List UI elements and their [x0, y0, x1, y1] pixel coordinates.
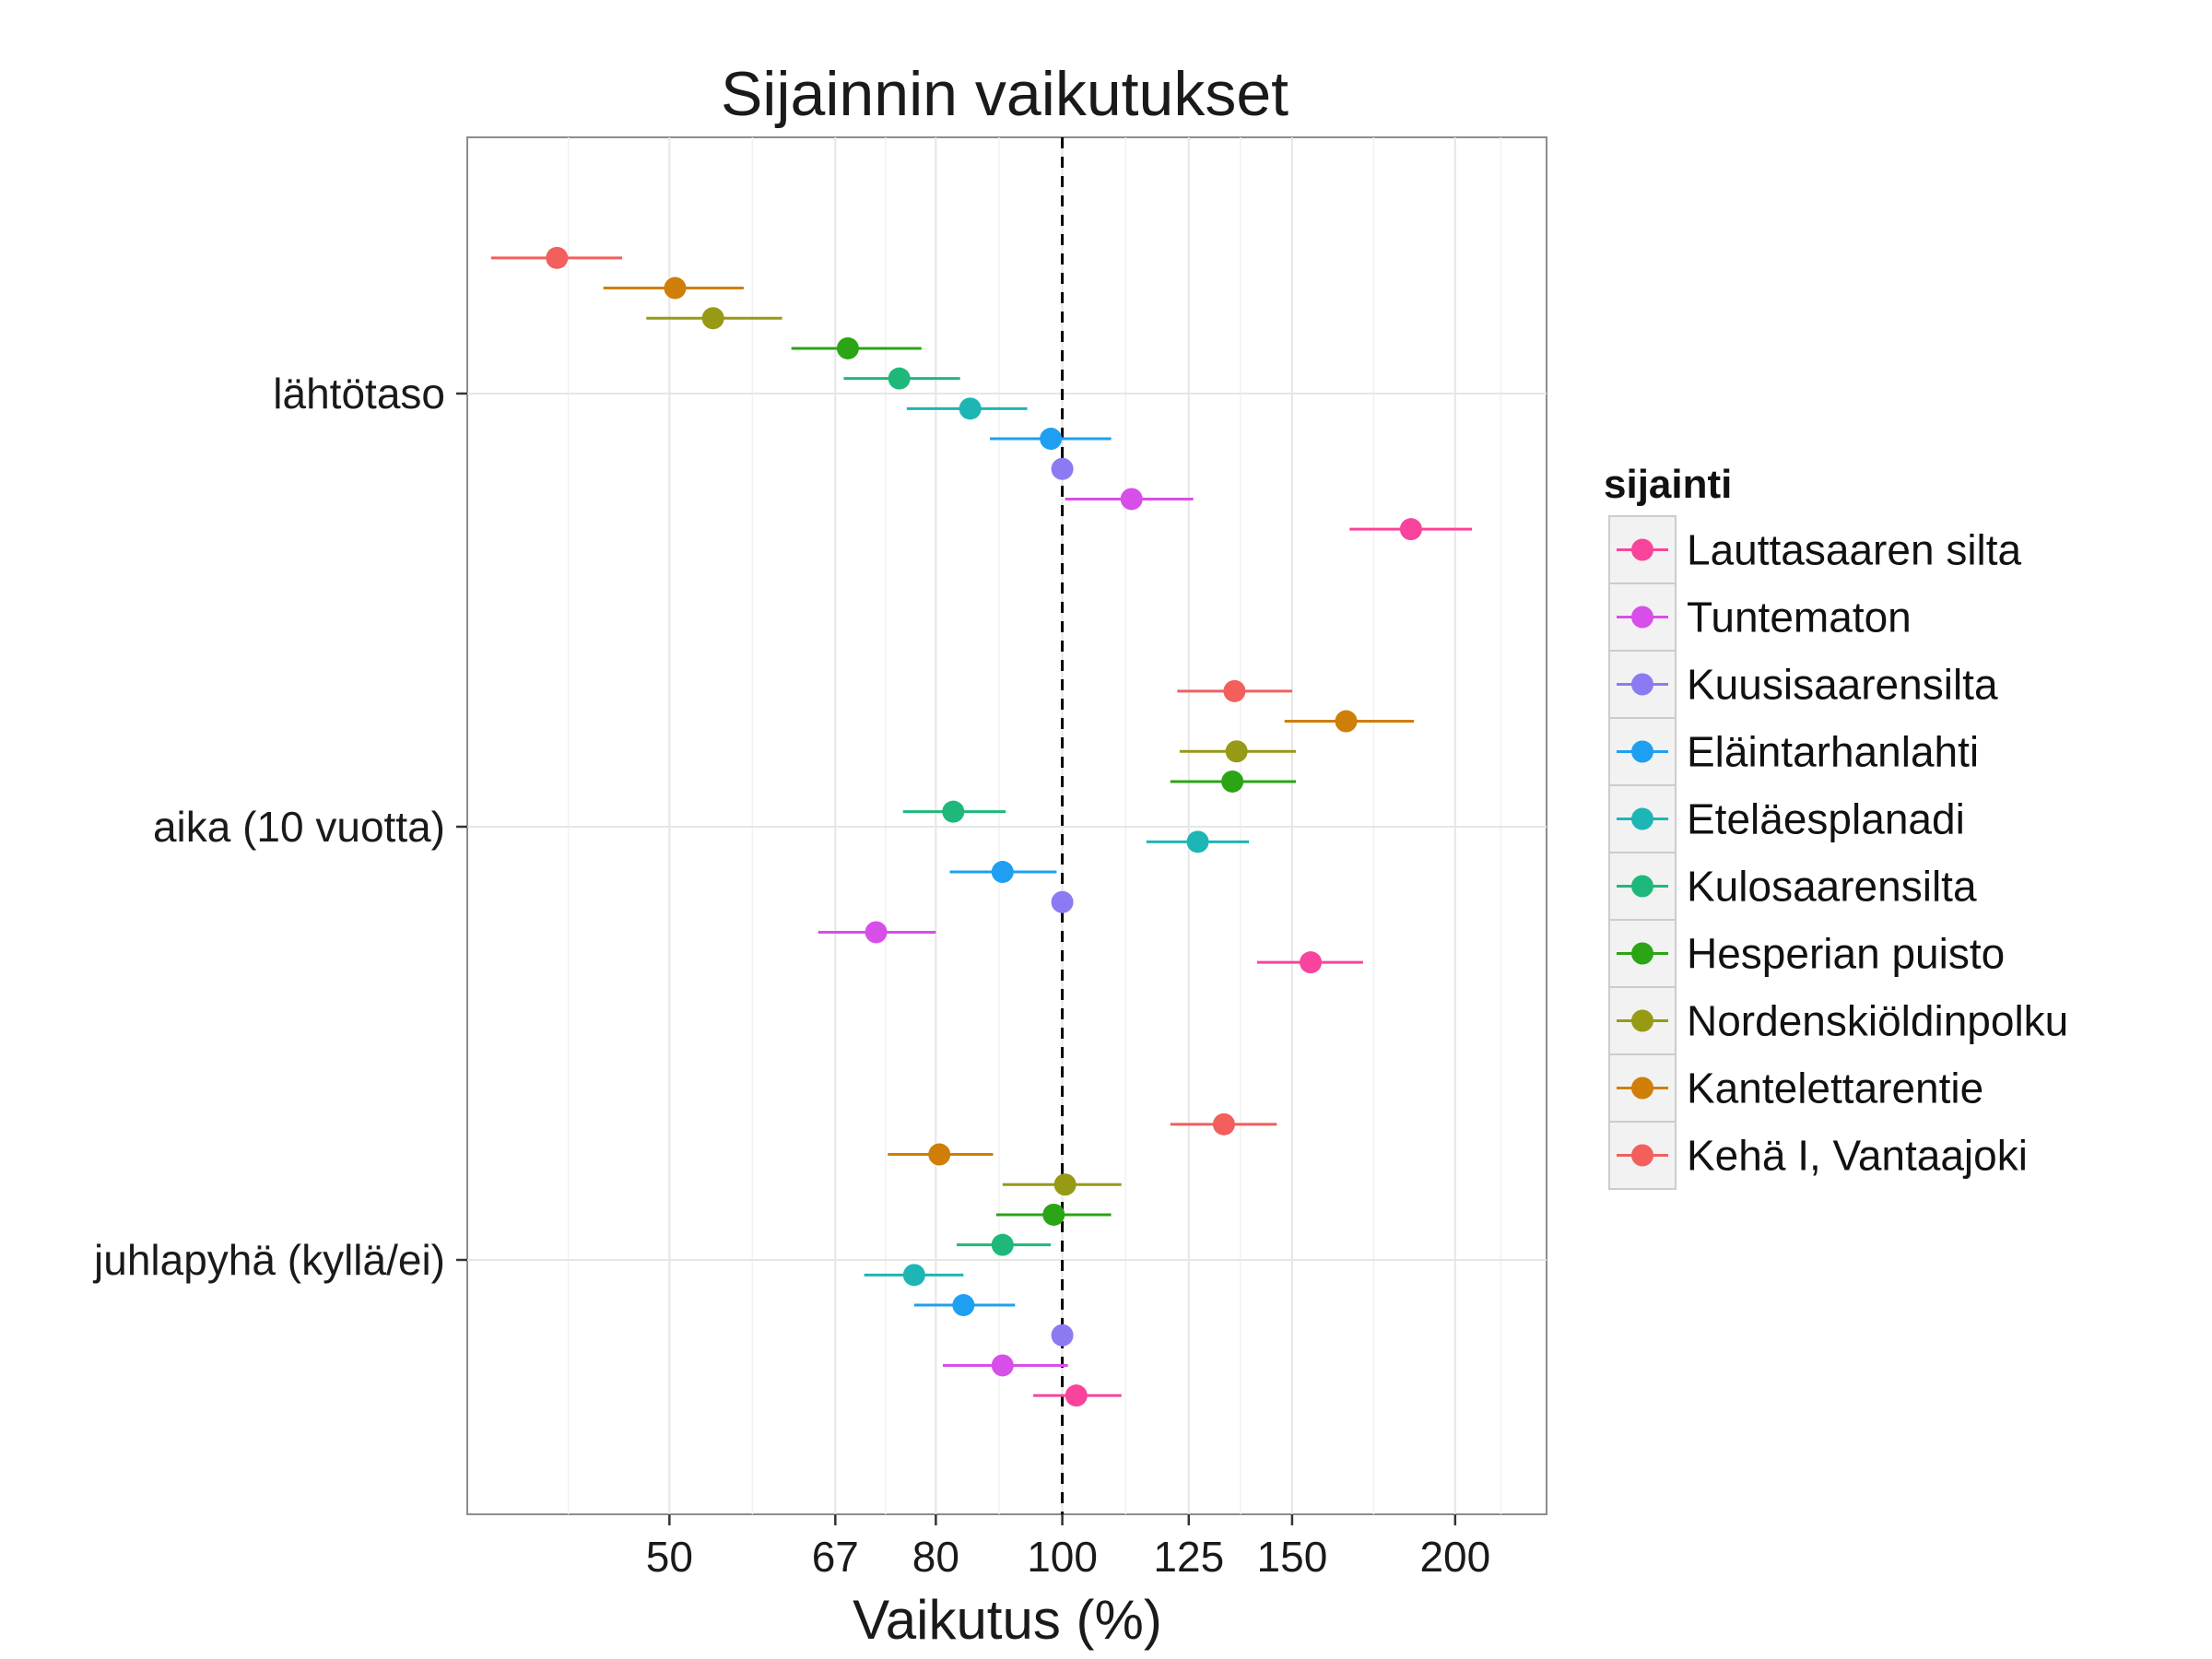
x-tick-label: 50 — [646, 1533, 693, 1581]
legend-label: Eläintarhanlahti — [1687, 728, 1979, 776]
data-point — [701, 307, 724, 330]
chart-title: Sijainnin vaikutukset — [721, 59, 1288, 129]
legend-item: Eläintarhanlahti — [1608, 717, 1979, 786]
legend-key-point — [1631, 606, 1653, 629]
x-tick-label: 200 — [1419, 1533, 1490, 1581]
legend-item: Lauttasaaren silta — [1608, 515, 2022, 584]
data-point — [1120, 488, 1143, 511]
legend-label: Tuntematon — [1687, 594, 1912, 641]
series-2 — [1051, 457, 1074, 1347]
data-point — [1051, 890, 1074, 913]
x-tick-label: 100 — [1027, 1533, 1098, 1581]
legend-key-point — [1631, 942, 1653, 965]
data-point — [1300, 951, 1323, 974]
series-8 — [603, 276, 1415, 1166]
x-axis-label: Vaikutus (%) — [853, 1589, 1162, 1651]
data-point — [1399, 518, 1422, 541]
data-point — [888, 367, 911, 390]
legend-item: Kulosaarensilta — [1608, 852, 1977, 921]
legend-item: Kuusisaarensilta — [1608, 650, 1998, 719]
data-point — [928, 1143, 951, 1166]
legend: sijainti Lauttasaaren silta Tuntematon Kuu… — [1604, 462, 2068, 1190]
data-point — [959, 397, 982, 420]
data-point — [991, 861, 1014, 884]
legend-label: Kantelettarentie — [1687, 1065, 1983, 1112]
data-point — [836, 336, 859, 359]
y-axis: lähtötaso aika (10 vuotta) juhlapyhä (kyll… — [92, 370, 467, 1284]
y-tick-label: aika (10 vuotta) — [153, 803, 445, 851]
series-5 — [843, 367, 1052, 1256]
data-point — [1053, 1173, 1077, 1196]
legend-label: Kuusisaarensilta — [1687, 661, 1998, 709]
legend-label: Hesperian puisto — [1687, 930, 2005, 978]
legend-label: Kehä I, Vantaajoki — [1687, 1132, 2028, 1180]
data-point — [1051, 1324, 1074, 1347]
data-point — [664, 276, 687, 300]
legend-key-point — [1631, 875, 1653, 898]
data-point — [1212, 1112, 1235, 1135]
data-point — [942, 800, 965, 823]
series-6 — [791, 336, 1297, 1226]
legend-key-point — [1631, 1077, 1653, 1100]
series-0 — [1033, 518, 1473, 1407]
legend-key-point — [1631, 807, 1653, 830]
data-point — [1186, 830, 1209, 853]
legend-item: Kehä I, Vantaajoki — [1608, 1121, 2028, 1190]
data-point — [865, 921, 888, 944]
legend-key-point — [1631, 740, 1653, 763]
data-point — [952, 1294, 975, 1317]
series-4 — [864, 397, 1250, 1287]
data-point — [546, 246, 569, 269]
x-tick-label: 150 — [1257, 1533, 1328, 1581]
y-tick-label: lähtötaso — [273, 370, 445, 418]
series-9 — [490, 246, 1292, 1135]
legend-key-point — [1631, 538, 1653, 561]
data-point — [1042, 1203, 1065, 1226]
legend-label: Kulosaarensilta — [1687, 863, 1977, 911]
data-point — [991, 1354, 1014, 1377]
data-point — [902, 1264, 925, 1287]
x-tick-label: 80 — [912, 1533, 959, 1581]
x-tick-label: 67 — [812, 1533, 859, 1581]
legend-label: Nordenskiöldinpolku — [1687, 997, 2068, 1045]
legend-title: sijainti — [1604, 462, 1732, 507]
data-point — [1221, 770, 1244, 793]
series-1 — [818, 488, 1194, 1377]
legend-key-point — [1631, 1009, 1653, 1032]
legend-item: Tuntematon — [1608, 582, 1912, 652]
legend-label: Eteläesplanadi — [1687, 795, 1965, 843]
data-point — [1040, 428, 1063, 451]
grid-major — [467, 137, 1547, 1514]
series-3 — [913, 428, 1112, 1317]
data-point — [1225, 740, 1248, 763]
x-tick-label: 125 — [1153, 1533, 1224, 1581]
legend-item: Hesperian puisto — [1608, 919, 2005, 988]
data-point — [1335, 710, 1358, 733]
series-layer — [490, 246, 1473, 1407]
legend-item: Kantelettarentie — [1608, 1053, 1983, 1123]
data-point — [1065, 1384, 1088, 1407]
x-axis: 50 67 80 100 125 150 200 — [646, 1514, 1490, 1581]
legend-keys: Lauttasaaren silta Tuntematon Kuusisaarens… — [1608, 515, 2068, 1190]
legend-key-point — [1631, 673, 1653, 696]
data-point — [1051, 457, 1074, 480]
legend-item: Nordenskiöldinpolku — [1608, 986, 2068, 1055]
y-tick-label: juhlapyhä (kyllä/ei) — [92, 1236, 445, 1284]
series-7 — [646, 307, 1297, 1196]
legend-key-point — [1631, 1144, 1653, 1167]
legend-item: Eteläesplanadi — [1608, 784, 1965, 853]
data-point — [991, 1233, 1014, 1256]
plot-panel — [466, 136, 1547, 1515]
legend-label: Lauttasaaren silta — [1687, 526, 2022, 574]
data-point — [1223, 679, 1246, 702]
